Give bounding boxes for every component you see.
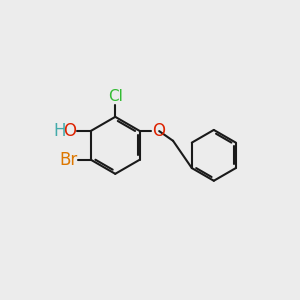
Text: Br: Br: [59, 151, 77, 169]
Text: Cl: Cl: [108, 89, 123, 104]
Text: O: O: [152, 122, 165, 140]
Text: O: O: [63, 122, 76, 140]
Text: H: H: [53, 122, 66, 140]
